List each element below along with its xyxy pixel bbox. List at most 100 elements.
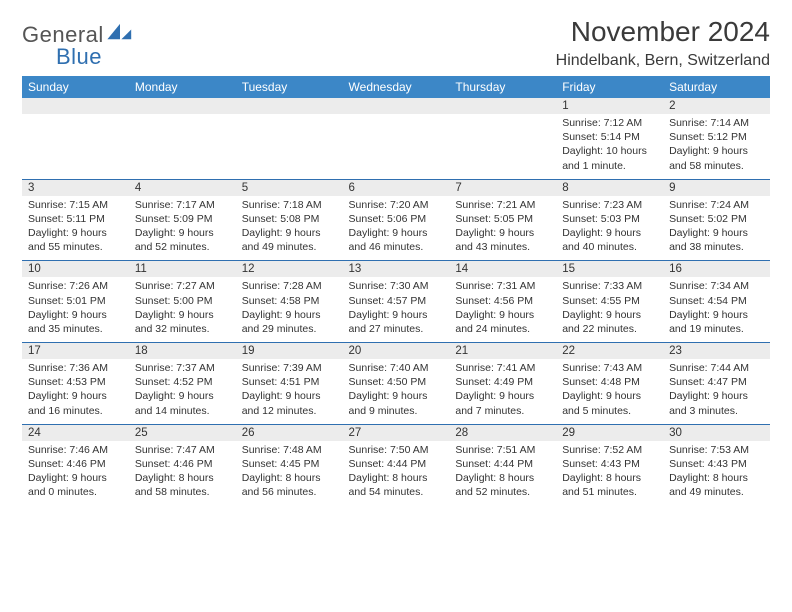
sunset-text: Sunset: 5:08 PM [242, 212, 337, 226]
sunrise-text: Sunrise: 7:31 AM [455, 279, 550, 293]
daylight-text: Daylight: 9 hours [28, 226, 123, 240]
sunset-text: Sunset: 4:47 PM [669, 375, 764, 389]
sunrise-text: Sunrise: 7:44 AM [669, 361, 764, 375]
sunrise-text: Sunrise: 7:23 AM [562, 198, 657, 212]
day-detail-cell [236, 114, 343, 179]
daylight-text: Daylight: 9 hours [135, 389, 230, 403]
daylight-text-2: and 38 minutes. [669, 240, 764, 254]
day-detail-cell: Sunrise: 7:47 AMSunset: 4:46 PMDaylight:… [129, 441, 236, 506]
sunrise-text: Sunrise: 7:17 AM [135, 198, 230, 212]
weekday-header: Thursday [449, 76, 556, 98]
sunrise-text: Sunrise: 7:41 AM [455, 361, 550, 375]
daylight-text: Daylight: 9 hours [455, 389, 550, 403]
daylight-text-2: and 0 minutes. [28, 485, 123, 499]
daylight-text: Daylight: 9 hours [28, 471, 123, 485]
sunset-text: Sunset: 4:50 PM [349, 375, 444, 389]
daylight-text: Daylight: 8 hours [242, 471, 337, 485]
sunrise-text: Sunrise: 7:20 AM [349, 198, 444, 212]
daylight-text-2: and 58 minutes. [669, 159, 764, 173]
sunrise-text: Sunrise: 7:50 AM [349, 443, 444, 457]
day-number-cell: 13 [343, 261, 450, 277]
sunset-text: Sunset: 5:05 PM [455, 212, 550, 226]
sunrise-text: Sunrise: 7:52 AM [562, 443, 657, 457]
sunset-text: Sunset: 4:48 PM [562, 375, 657, 389]
day-number-row: 24252627282930 [22, 425, 770, 441]
daylight-text: Daylight: 9 hours [562, 226, 657, 240]
day-number-cell: 26 [236, 425, 343, 441]
day-detail-cell: Sunrise: 7:51 AMSunset: 4:44 PMDaylight:… [449, 441, 556, 506]
sunset-text: Sunset: 4:55 PM [562, 294, 657, 308]
day-number-cell: 18 [129, 343, 236, 359]
daylight-text: Daylight: 8 hours [349, 471, 444, 485]
day-detail-cell: Sunrise: 7:33 AMSunset: 4:55 PMDaylight:… [556, 277, 663, 342]
day-number-cell: 22 [556, 343, 663, 359]
daylight-text-2: and 56 minutes. [242, 485, 337, 499]
day-number-cell: 14 [449, 261, 556, 277]
daylight-text-2: and 52 minutes. [455, 485, 550, 499]
sunset-text: Sunset: 4:45 PM [242, 457, 337, 471]
sunrise-text: Sunrise: 7:27 AM [135, 279, 230, 293]
day-detail-cell: Sunrise: 7:26 AMSunset: 5:01 PMDaylight:… [22, 277, 129, 342]
day-detail-cell: Sunrise: 7:12 AMSunset: 5:14 PMDaylight:… [556, 114, 663, 179]
day-number-cell [22, 98, 129, 114]
daylight-text: Daylight: 9 hours [669, 389, 764, 403]
sunrise-text: Sunrise: 7:46 AM [28, 443, 123, 457]
brand-logo: General Blue [22, 16, 134, 70]
daylight-text-2: and 52 minutes. [135, 240, 230, 254]
day-number-row: 12 [22, 98, 770, 114]
daylight-text-2: and 22 minutes. [562, 322, 657, 336]
daylight-text: Daylight: 9 hours [562, 389, 657, 403]
daylight-text: Daylight: 9 hours [562, 308, 657, 322]
sunset-text: Sunset: 4:58 PM [242, 294, 337, 308]
daylight-text-2: and 7 minutes. [455, 404, 550, 418]
title-block: November 2024 Hindelbank, Bern, Switzerl… [556, 16, 770, 70]
day-detail-cell: Sunrise: 7:34 AMSunset: 4:54 PMDaylight:… [663, 277, 770, 342]
sunrise-text: Sunrise: 7:34 AM [669, 279, 764, 293]
daylight-text: Daylight: 9 hours [28, 308, 123, 322]
day-detail-cell [343, 114, 450, 179]
day-detail-cell: Sunrise: 7:41 AMSunset: 4:49 PMDaylight:… [449, 359, 556, 424]
day-number-cell: 27 [343, 425, 450, 441]
daylight-text: Daylight: 9 hours [455, 308, 550, 322]
sunrise-text: Sunrise: 7:39 AM [242, 361, 337, 375]
day-number-cell: 9 [663, 180, 770, 196]
daylight-text-2: and 29 minutes. [242, 322, 337, 336]
weekday-header: Wednesday [343, 76, 450, 98]
day-number-cell: 10 [22, 261, 129, 277]
day-detail-cell: Sunrise: 7:36 AMSunset: 4:53 PMDaylight:… [22, 359, 129, 424]
daylight-text-2: and 16 minutes. [28, 404, 123, 418]
day-detail-cell: Sunrise: 7:52 AMSunset: 4:43 PMDaylight:… [556, 441, 663, 506]
daylight-text: Daylight: 9 hours [28, 389, 123, 403]
sunset-text: Sunset: 5:02 PM [669, 212, 764, 226]
day-detail-cell: Sunrise: 7:37 AMSunset: 4:52 PMDaylight:… [129, 359, 236, 424]
day-details-row: Sunrise: 7:46 AMSunset: 4:46 PMDaylight:… [22, 441, 770, 506]
day-detail-cell: Sunrise: 7:20 AMSunset: 5:06 PMDaylight:… [343, 196, 450, 261]
sunrise-text: Sunrise: 7:14 AM [669, 116, 764, 130]
day-details-row: Sunrise: 7:12 AMSunset: 5:14 PMDaylight:… [22, 114, 770, 179]
day-number-cell [129, 98, 236, 114]
sunset-text: Sunset: 4:53 PM [28, 375, 123, 389]
day-detail-cell [129, 114, 236, 179]
day-number-cell [449, 98, 556, 114]
day-number-cell: 5 [236, 180, 343, 196]
sunrise-text: Sunrise: 7:12 AM [562, 116, 657, 130]
weekday-header: Saturday [663, 76, 770, 98]
day-detail-cell: Sunrise: 7:30 AMSunset: 4:57 PMDaylight:… [343, 277, 450, 342]
day-number-cell: 28 [449, 425, 556, 441]
sail-icon [106, 22, 134, 44]
daylight-text-2: and 19 minutes. [669, 322, 764, 336]
sunrise-text: Sunrise: 7:47 AM [135, 443, 230, 457]
day-detail-cell: Sunrise: 7:46 AMSunset: 4:46 PMDaylight:… [22, 441, 129, 506]
sunset-text: Sunset: 5:09 PM [135, 212, 230, 226]
day-details-row: Sunrise: 7:26 AMSunset: 5:01 PMDaylight:… [22, 277, 770, 342]
daylight-text-2: and 12 minutes. [242, 404, 337, 418]
day-detail-cell: Sunrise: 7:23 AMSunset: 5:03 PMDaylight:… [556, 196, 663, 261]
sunset-text: Sunset: 4:43 PM [562, 457, 657, 471]
day-number-cell: 8 [556, 180, 663, 196]
daylight-text-2: and 35 minutes. [28, 322, 123, 336]
sunrise-text: Sunrise: 7:15 AM [28, 198, 123, 212]
daylight-text-2: and 24 minutes. [455, 322, 550, 336]
daylight-text-2: and 5 minutes. [562, 404, 657, 418]
sunset-text: Sunset: 5:14 PM [562, 130, 657, 144]
day-number-cell: 21 [449, 343, 556, 359]
